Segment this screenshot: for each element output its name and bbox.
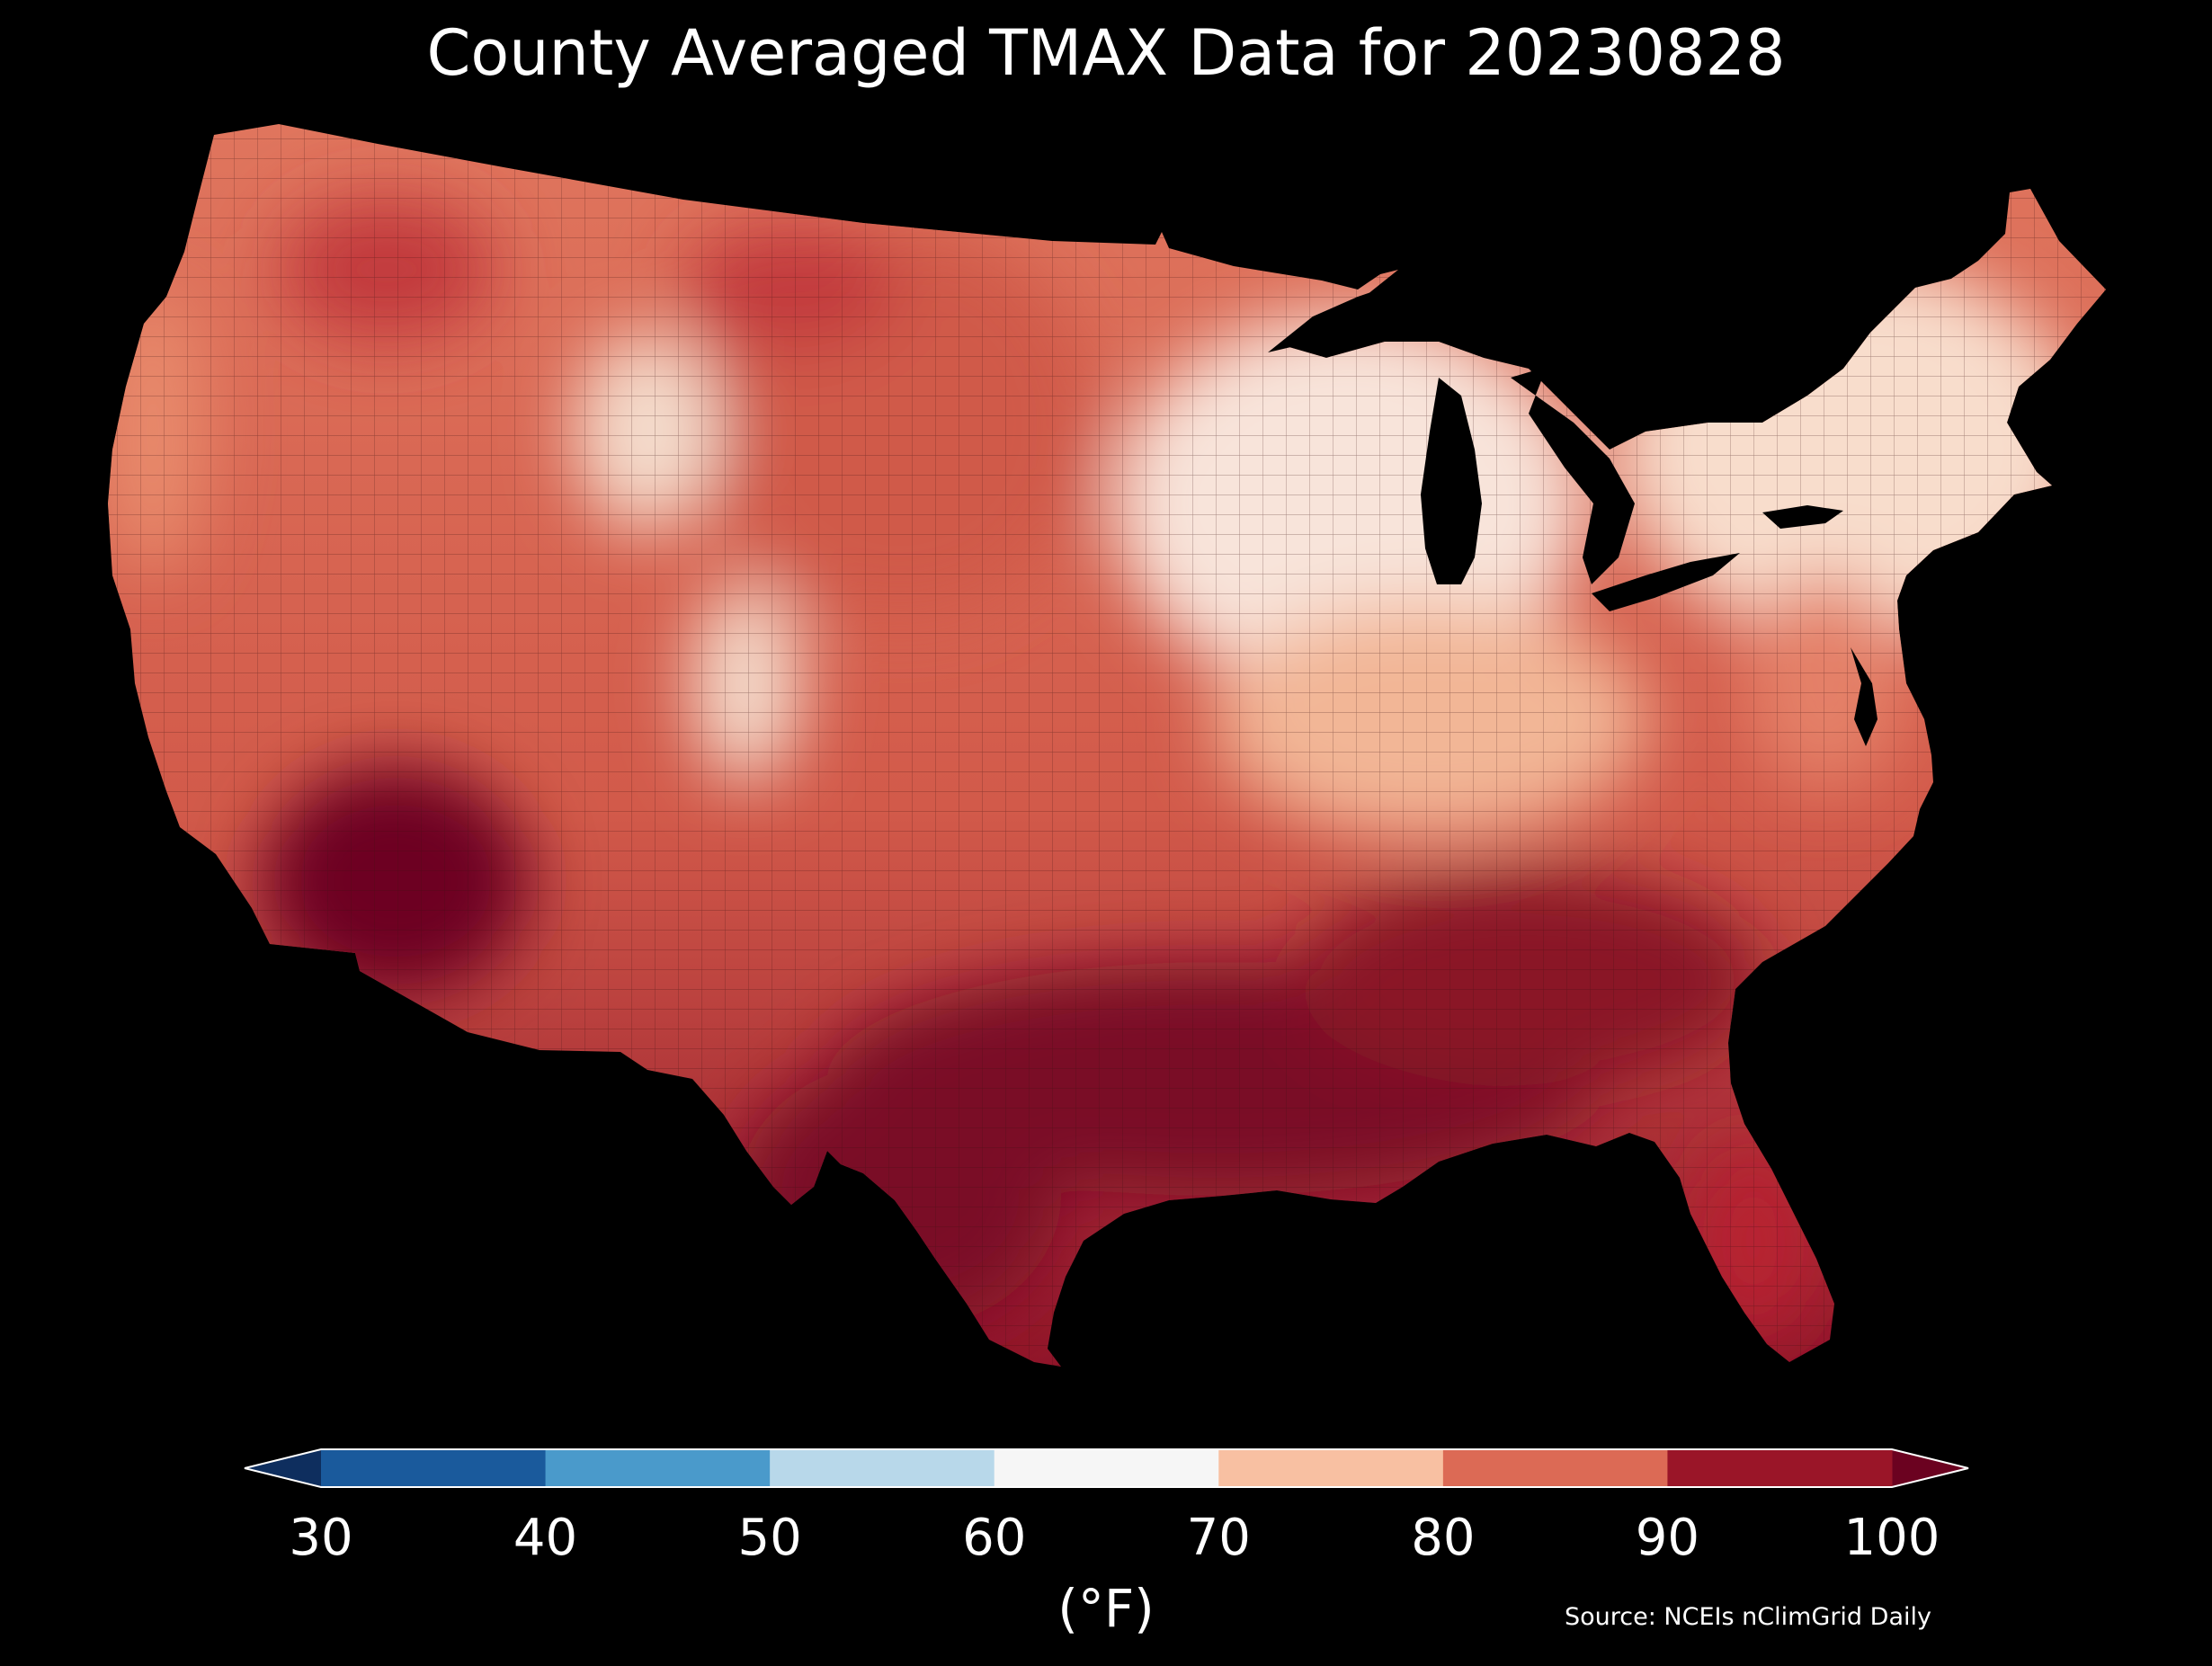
colorbar-over-arrow: [1892, 1449, 1968, 1487]
colorbar-tick-100: 100: [1843, 1509, 1940, 1567]
colorbar-bin-50-60: [770, 1449, 995, 1487]
colorbar-tick-40: 40: [513, 1509, 578, 1567]
map-title: County Averaged TMAX Data for 20230828: [426, 16, 1786, 90]
colorbar-tick-60: 60: [962, 1509, 1027, 1567]
colorbar-tick-50: 50: [737, 1509, 802, 1567]
colorbar-bin-60-70: [994, 1449, 1219, 1487]
lake-superior: [1268, 286, 1389, 352]
lake-huron: [1511, 367, 1635, 584]
chesapeake-bay: [1851, 647, 1878, 746]
source-note: Source: NCEIs nClimGrid Daily: [1565, 1603, 1931, 1631]
great-lakes: [1268, 286, 1843, 611]
lake-michigan: [1421, 378, 1482, 584]
lake-erie: [1592, 553, 1740, 611]
lake-ontario: [1762, 505, 1843, 529]
colorbar-bin-80-90: [1442, 1449, 1668, 1487]
colorbar-outline: [244, 1448, 1969, 1488]
colorbar-bin-40-50: [545, 1449, 771, 1487]
colorbar-bin-90-100: [1667, 1449, 1893, 1487]
colorbar-tick-30: 30: [289, 1509, 353, 1567]
land-fill: [108, 124, 2106, 1367]
colorbar-unit-label: (°F): [1057, 1578, 1155, 1639]
colorbar-tick-70: 70: [1186, 1509, 1251, 1567]
colorbar-bin-30-40: [321, 1449, 547, 1487]
colorbar: [244, 1448, 1969, 1488]
colorbar-tick-80: 80: [1411, 1509, 1476, 1567]
colorbar-under-arrow: [245, 1449, 321, 1487]
colorbar-bin-70-80: [1218, 1449, 1444, 1487]
colorbar-tick-90: 90: [1635, 1509, 1700, 1567]
